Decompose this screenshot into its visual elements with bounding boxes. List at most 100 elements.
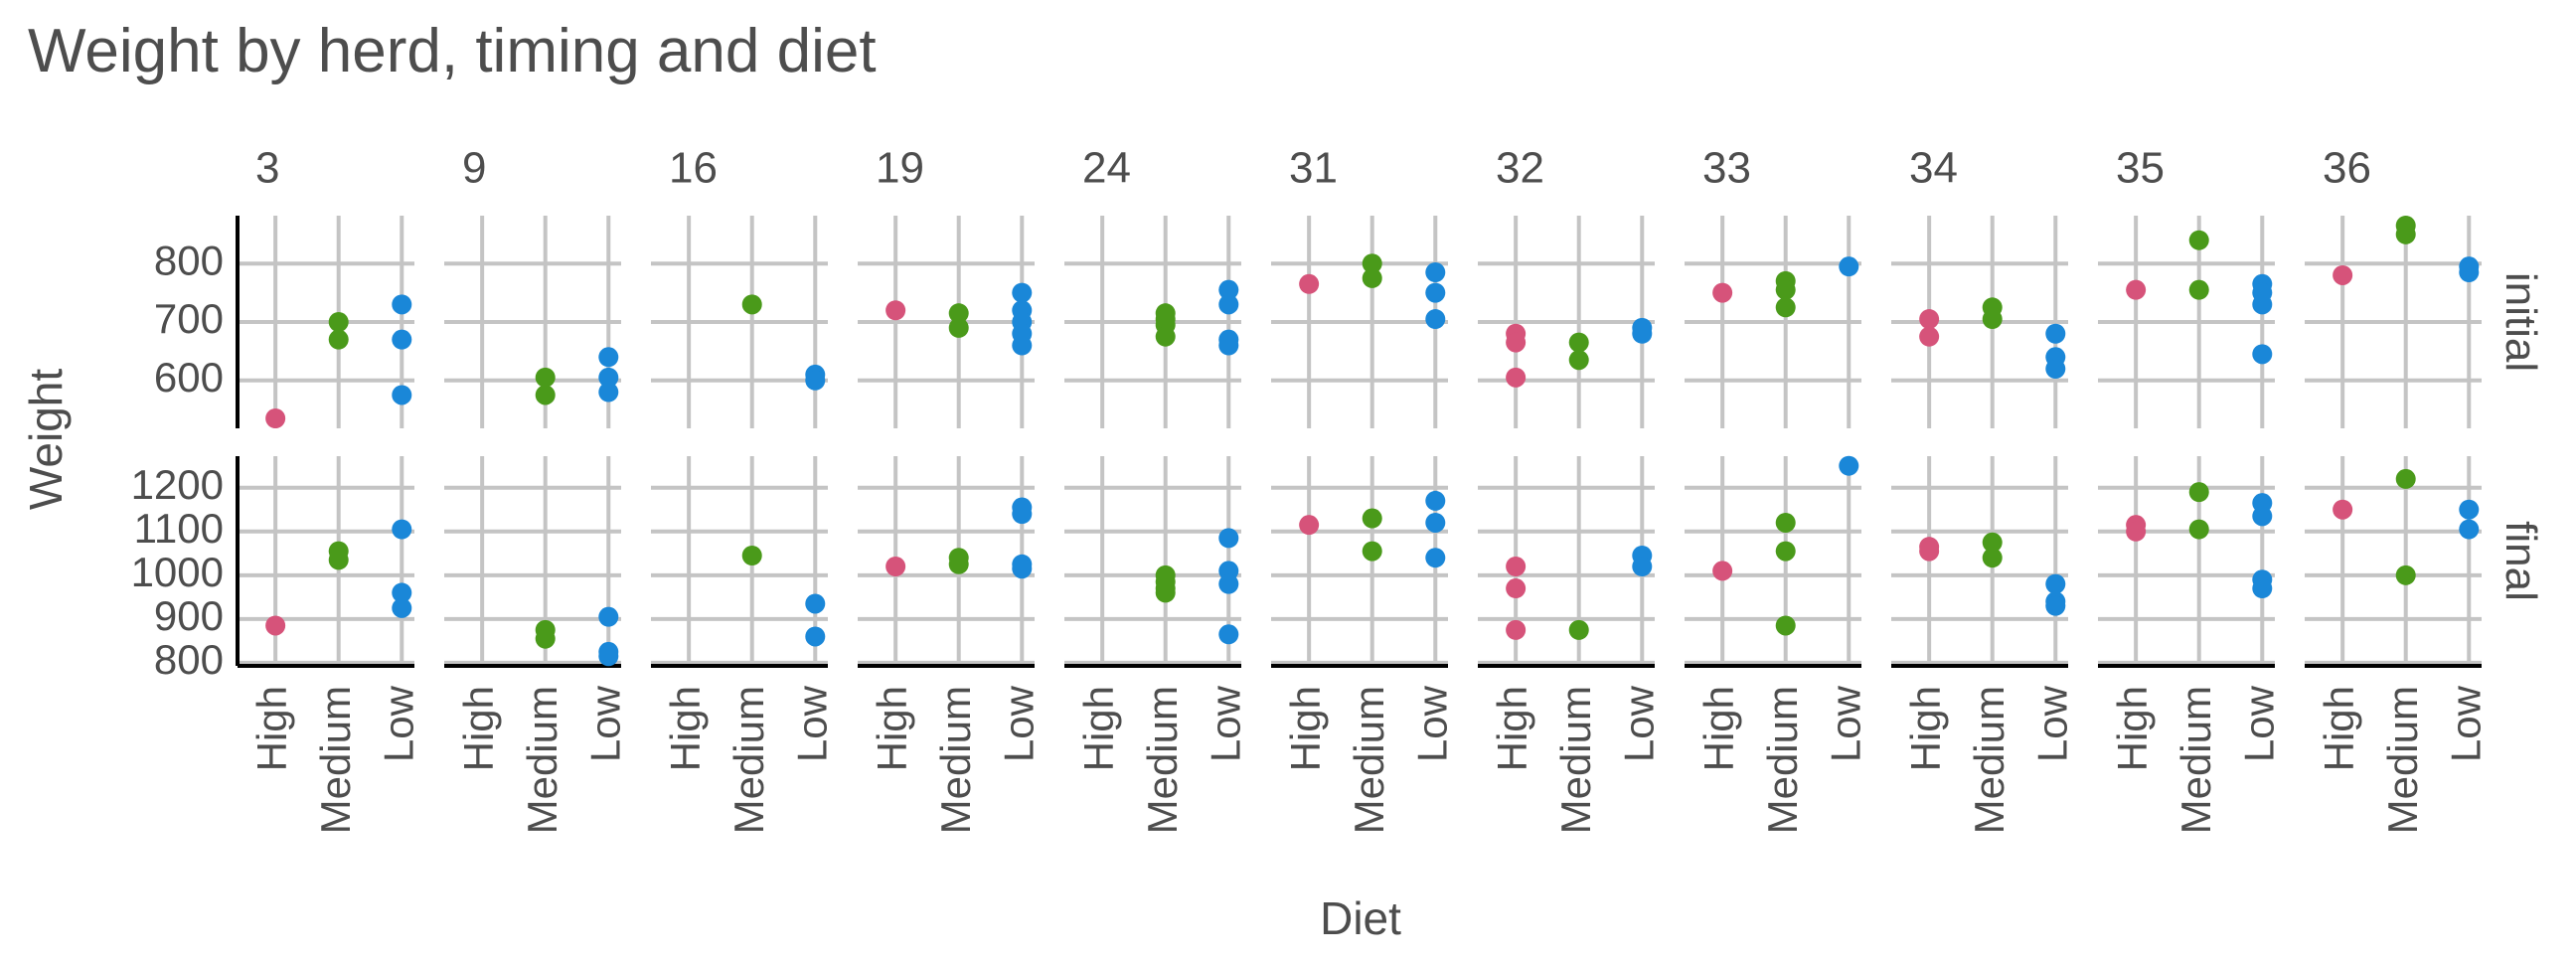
x-tick-label: Medium	[1346, 686, 1392, 834]
x-tick-label: Medium	[1759, 686, 1806, 834]
facet-label: 19	[876, 144, 924, 193]
x-tick-label: Medium	[932, 686, 979, 834]
point	[1568, 619, 1589, 640]
x-tick-label: High	[1695, 686, 1742, 771]
point	[1712, 282, 1733, 303]
point	[1506, 557, 1527, 577]
point	[392, 519, 412, 540]
point	[1712, 561, 1733, 581]
x-tick-label: Low	[2235, 685, 2282, 762]
point	[1982, 309, 2003, 330]
point	[1506, 367, 1527, 388]
point	[1012, 559, 1033, 579]
point	[1775, 279, 1796, 300]
y-tick-label: 800	[154, 237, 224, 283]
point	[1919, 541, 1940, 562]
point	[535, 628, 556, 649]
x-tick-label: Low	[1615, 685, 1662, 762]
x-axis-label: Diet	[1320, 892, 1401, 944]
point	[1218, 624, 1239, 645]
x-tick-label: Low	[1408, 685, 1455, 762]
x-tick-label: High	[2316, 686, 2362, 771]
point	[1425, 309, 1446, 330]
point	[1218, 335, 1239, 356]
chart-title: Weight by herd, timing and diet	[28, 17, 877, 85]
x-tick-label: Medium	[1139, 686, 1186, 834]
point	[1218, 279, 1239, 300]
point	[535, 385, 556, 405]
x-tick-label: Medium	[519, 686, 565, 834]
point	[2188, 482, 2209, 503]
y-tick-label: 700	[154, 295, 224, 342]
point	[1775, 541, 1796, 562]
point	[1155, 326, 1176, 347]
point	[886, 300, 906, 321]
point	[1506, 332, 1527, 353]
point	[1425, 282, 1446, 303]
point	[1775, 512, 1796, 533]
point	[1362, 253, 1382, 274]
y-tick-label: 900	[154, 592, 224, 639]
x-tick-label: High	[1282, 686, 1329, 771]
x-tick-label: High	[455, 686, 502, 771]
point	[265, 408, 286, 429]
point	[392, 294, 412, 315]
point	[1506, 578, 1527, 599]
point	[2333, 264, 2353, 285]
x-tick-label: Medium	[2379, 686, 2426, 834]
y-axis-label: Weight	[20, 369, 72, 511]
point	[1425, 512, 1446, 533]
point	[2126, 521, 2147, 542]
x-tick-label: Medium	[1966, 686, 2012, 834]
x-tick-label: Medium	[1552, 686, 1599, 834]
x-tick-label: High	[1075, 686, 1122, 771]
point	[805, 626, 826, 647]
point	[2252, 294, 2273, 315]
point	[2252, 506, 2273, 527]
point	[1012, 335, 1033, 356]
point	[1425, 548, 1446, 568]
point	[1425, 262, 1446, 283]
point	[2045, 573, 2066, 594]
facet-label: 31	[1289, 144, 1338, 193]
facet-label: 3	[255, 144, 279, 193]
x-tick-label: Medium	[725, 686, 772, 834]
point	[1919, 309, 1940, 330]
facet-label: 33	[1702, 144, 1751, 193]
x-tick-label: High	[248, 686, 295, 771]
y-tick-label: 1100	[134, 505, 224, 552]
point	[328, 329, 349, 350]
point	[2045, 359, 2066, 380]
point	[1775, 615, 1796, 636]
point	[1568, 332, 1589, 353]
x-tick-label: Medium	[312, 686, 359, 834]
point	[1218, 573, 1239, 594]
facet-label: 32	[1496, 144, 1544, 193]
point	[2045, 323, 2066, 344]
point	[1362, 267, 1382, 288]
x-tick-label: Low	[375, 685, 421, 762]
point	[2395, 468, 2416, 489]
point	[1775, 297, 1796, 318]
point	[2395, 564, 2416, 585]
facet-label: 9	[462, 144, 486, 193]
point	[948, 317, 969, 338]
point	[948, 554, 969, 574]
point	[2126, 279, 2147, 300]
x-tick-label: Low	[2442, 685, 2489, 762]
point	[392, 385, 412, 405]
point	[1012, 282, 1033, 303]
point	[392, 582, 412, 603]
point	[1568, 350, 1589, 371]
x-tick-label: Low	[581, 685, 628, 762]
point	[2252, 578, 2273, 599]
x-tick-label: Low	[1202, 685, 1248, 762]
point	[805, 593, 826, 614]
x-tick-label: Low	[2028, 685, 2075, 762]
point	[535, 367, 556, 388]
row-label: initial	[2496, 272, 2545, 372]
point	[1362, 508, 1382, 529]
point	[2188, 279, 2209, 300]
facet-label: 36	[2323, 144, 2371, 193]
point	[741, 294, 762, 315]
